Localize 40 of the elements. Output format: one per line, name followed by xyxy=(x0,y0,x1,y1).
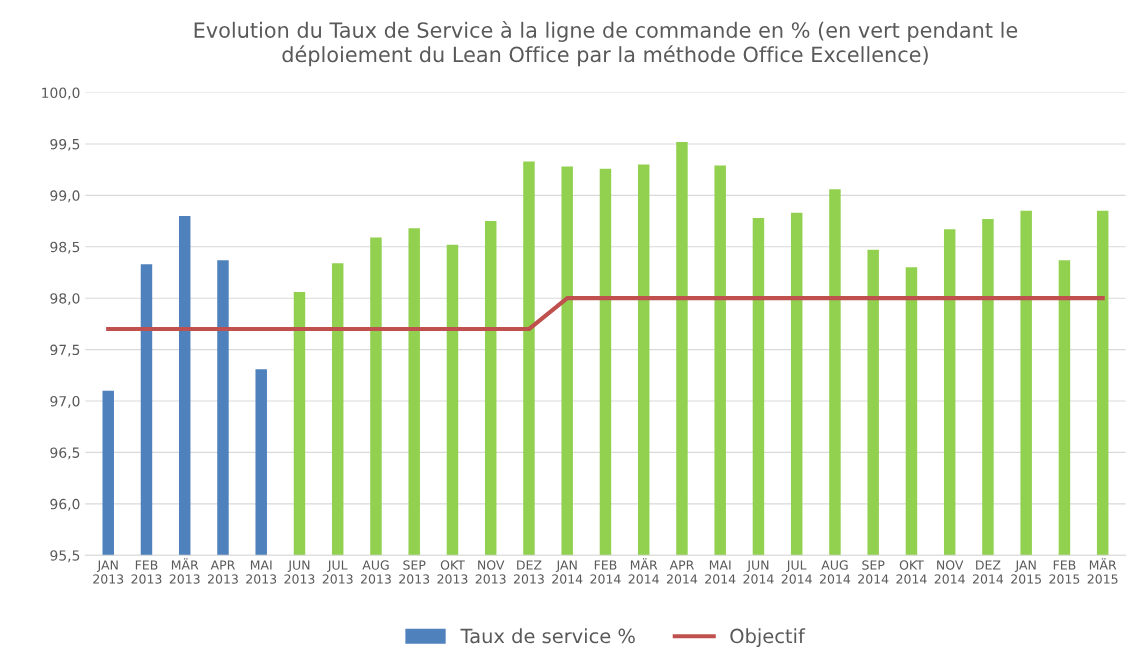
chart-title: Evolution du Taux de Service à la ligne de commande en % (en vert pendant le déploiement du Lean Office par la méthode Office Excellence) xyxy=(194,20,1018,67)
x-tick-label: JAN 2014 xyxy=(552,560,583,584)
legend-label: Taux de service % xyxy=(460,628,635,644)
x-tick-label: JUN 2013 xyxy=(284,560,315,584)
y-tick-label: 97,5 xyxy=(50,344,80,357)
x-tick-label: MÄR 2013 xyxy=(169,558,200,584)
y-tick-label: 96,5 xyxy=(50,447,80,460)
x-tick-label: OKT 2013 xyxy=(437,560,468,584)
legend-label: Objectif xyxy=(730,628,806,648)
x-tick-label: JAN 2013 xyxy=(93,560,124,584)
x-tick-label: FEB 2013 xyxy=(131,560,162,584)
y-tick-label: 100,0 xyxy=(42,87,80,100)
x-tick-label: JUL 2013 xyxy=(322,560,353,584)
x-tick-label: FEB 2014 xyxy=(590,560,621,584)
x-tick-label: FEB 2015 xyxy=(1049,560,1080,584)
x-tick-label: MAI 2014 xyxy=(705,560,736,584)
y-tick-label: 99,5 xyxy=(50,138,80,151)
y-tick-label: 98,0 xyxy=(50,293,80,306)
x-tick-label: APR 2014 xyxy=(666,560,698,584)
x-tick-label: MÄR 2015 xyxy=(1087,558,1118,584)
x-tick-label: APR 2013 xyxy=(207,560,238,584)
x-tick-label: JUL 2014 xyxy=(781,560,812,584)
x-tick-label: NOV 2014 xyxy=(934,560,965,584)
x-tick-label: OKT 2014 xyxy=(896,560,927,584)
y-tick-label: 98,5 xyxy=(50,241,80,254)
x-tick-label: MAI 2013 xyxy=(246,560,277,584)
y-tick-label: 95,5 xyxy=(50,550,80,563)
x-tick-label: AUG 2013 xyxy=(360,560,391,584)
y-tick-label: 96,0 xyxy=(50,498,80,511)
x-tick-label: NOV 2013 xyxy=(475,560,506,584)
y-tick-label: 97,0 xyxy=(50,395,80,408)
x-tick-label: JAN 2015 xyxy=(1011,560,1041,584)
x-tick-label: DEZ 2014 xyxy=(972,560,1004,584)
y-tick-label: 99,0 xyxy=(50,190,80,203)
x-tick-label: DEZ 2013 xyxy=(513,560,544,584)
x-tick-label: MÄR 2014 xyxy=(628,558,659,584)
x-tick-label: JUN 2014 xyxy=(743,560,774,584)
x-tick-label: AUG 2014 xyxy=(819,560,851,584)
x-tick-label: SEP 2013 xyxy=(399,560,430,584)
x-tick-label: SEP 2014 xyxy=(858,560,889,584)
